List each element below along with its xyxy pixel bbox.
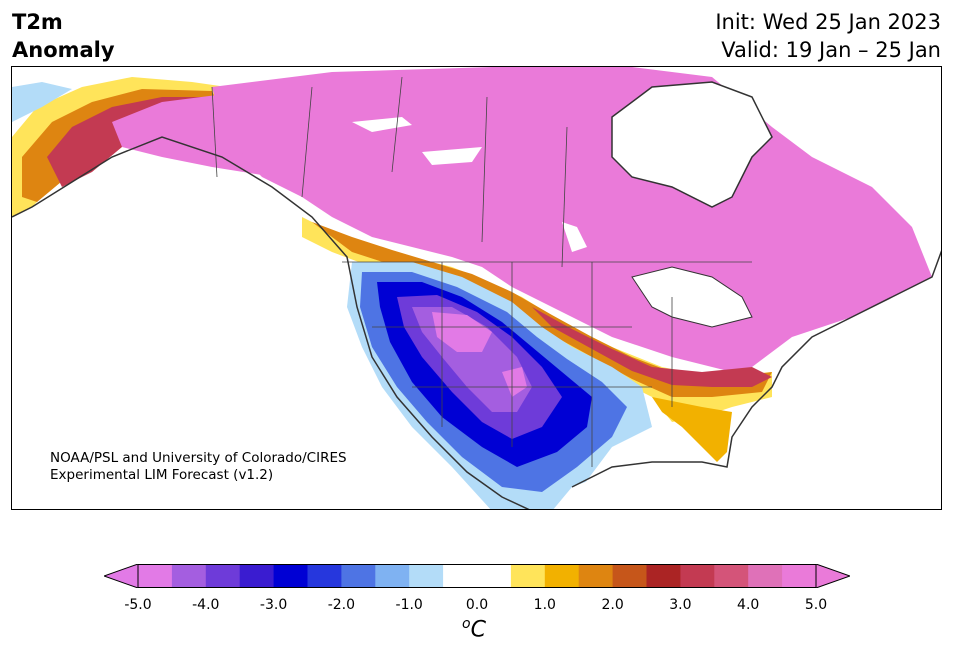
colorbar-cell — [646, 564, 681, 588]
colorbar-tick-label: 1.0 — [533, 597, 556, 613]
credit-line1: NOAA/PSL and University of Colorado/CIRE… — [50, 450, 347, 466]
colorbar-cells — [138, 564, 817, 588]
colorbar-cell — [578, 564, 614, 588]
gulf-of-mexico — [553, 462, 751, 509]
colorbar-unit: oC — [462, 616, 486, 642]
colorbar-cell — [443, 564, 478, 588]
alaska-yellow — [12, 77, 227, 217]
credit-text: NOAA/PSL and University of Colorado/CIRE… — [50, 450, 347, 484]
west-pink-core — [432, 312, 492, 352]
colorbar-cell — [205, 564, 241, 588]
colorbar-cell — [510, 564, 546, 588]
west-pink-core-2 — [502, 367, 527, 397]
colorbar-tick-label: 0.0 — [465, 597, 489, 613]
forecast-dates: Init: Wed 25 Jan 2023 Valid: 19 Jan – 25… — [715, 8, 941, 64]
colorbar-over-arrow — [815, 564, 850, 588]
colorbar-cell — [273, 564, 308, 588]
alaska-light-blue — [12, 82, 72, 122]
hudson-bay — [611, 81, 773, 208]
colorbar-cell — [239, 564, 275, 588]
map-title: T2m Anomaly — [12, 8, 115, 64]
colorbar-tick-label: -4.0 — [192, 597, 220, 613]
title-line2: Anomaly — [12, 38, 115, 62]
init-date: Init: Wed 25 Jan 2023 — [715, 10, 941, 34]
colorbar-cell — [171, 564, 207, 588]
colorbar-cell — [612, 564, 647, 588]
colorbar-cell — [375, 564, 410, 588]
colorbar-cell — [341, 564, 376, 588]
colorbar-tick-label: 4.0 — [737, 597, 760, 613]
colorbar-cell — [477, 564, 512, 588]
colorbar-tick-label: -5.0 — [124, 597, 152, 613]
title-line1: T2m — [12, 10, 63, 34]
colorbar-cell — [680, 564, 715, 588]
unit-degree: o — [462, 616, 471, 632]
lake-athabasca — [422, 147, 482, 165]
southeast-orange — [652, 397, 732, 462]
colorbar-tick-label: 3.0 — [669, 597, 692, 613]
colorbar-tick-label: 5.0 — [804, 597, 828, 613]
warm-band-orange — [312, 222, 772, 397]
colorbar — [104, 564, 850, 588]
anomaly-map-svg — [12, 67, 941, 509]
colorbar-tick-label: 2.0 — [601, 597, 624, 613]
colorbar-tick-label: -2.0 — [327, 597, 356, 613]
political-borders — [211, 76, 752, 467]
colorbar-outline — [137, 564, 817, 588]
colorbar-cell — [544, 564, 580, 588]
colorbar-cell — [409, 564, 444, 588]
colorbar-tick-label: -1.0 — [395, 597, 423, 613]
anomaly-map: NOAA/PSL and University of Colorado/CIRE… — [11, 66, 942, 510]
alaska-pink — [112, 95, 262, 175]
colorbar-cell — [782, 564, 817, 588]
colorbar-cell — [307, 564, 342, 588]
credit-line2: Experimental LIM Forecast (v1.2) — [50, 467, 274, 483]
great-lakes — [631, 266, 753, 328]
valid-range: Valid: 19 Jan – 25 Jan — [721, 38, 941, 62]
colorbar-cell — [138, 564, 173, 588]
alaska-orange — [22, 89, 217, 202]
unit-letter: C — [470, 617, 486, 643]
warm-band-red — [532, 307, 772, 387]
colorbar-under-arrow — [104, 564, 139, 588]
colorbar-ticks: -5.0 -4.0 -3.0 -2.0 -1.0 0.0 1.0 2.0 3.0 4.0 5.0 — [0, 597, 953, 617]
coastline — [12, 136, 941, 509]
colorbar-tick-label: -3.0 — [259, 597, 288, 613]
lake-winnipeg — [562, 222, 587, 252]
colorbar-cell — [714, 564, 749, 588]
colorbar-cell — [748, 564, 783, 588]
